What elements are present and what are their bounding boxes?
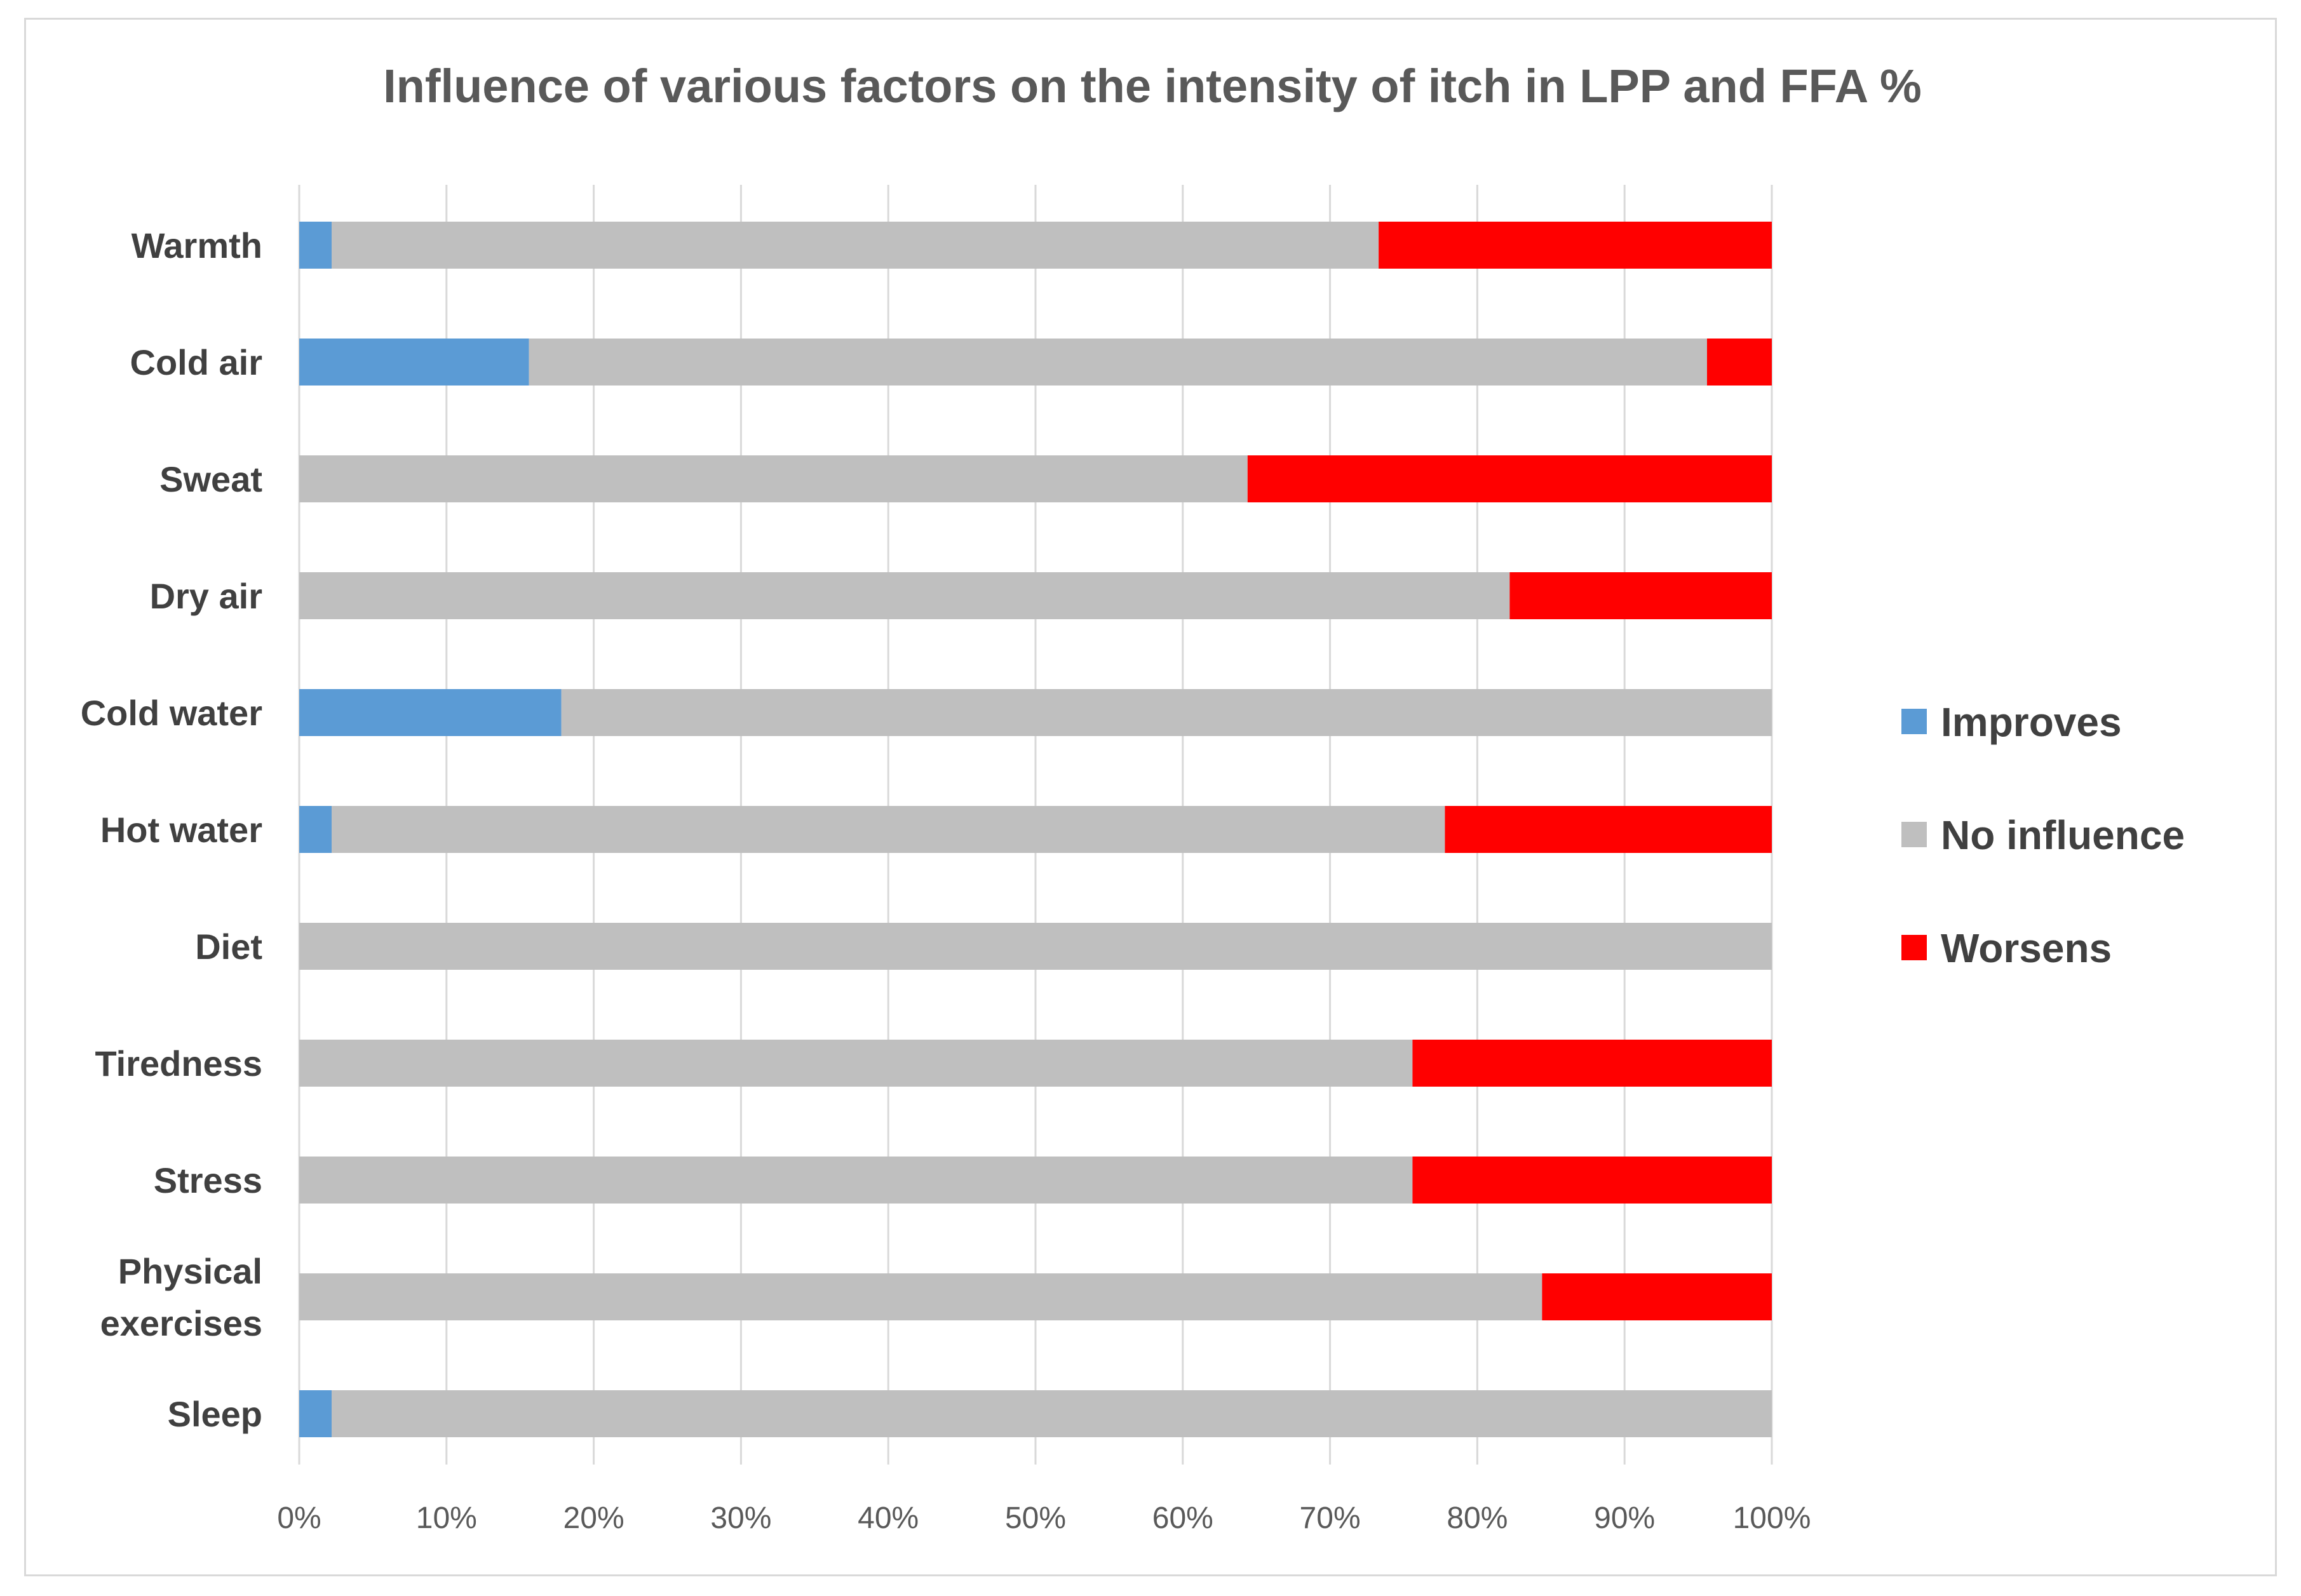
x-tick-label: 40% xyxy=(858,1501,919,1535)
category-label: Dry air xyxy=(150,576,262,616)
legend-label: No influence xyxy=(1941,812,2185,858)
x-tick-label: 30% xyxy=(710,1501,771,1535)
legend-swatch xyxy=(1901,709,1927,734)
legend-swatch xyxy=(1901,822,1927,847)
bar-no-influence xyxy=(331,806,1445,853)
bar-worsens xyxy=(1707,339,1772,386)
legend-label: Improves xyxy=(1941,699,2122,745)
bar-improves xyxy=(299,1390,332,1437)
bar-improves xyxy=(299,222,332,269)
bar-no-influence xyxy=(299,1157,1413,1204)
bar-no-influence xyxy=(529,339,1708,386)
bar-no-influence xyxy=(299,923,1772,970)
category-label: Stress xyxy=(154,1160,262,1200)
bar-no-influence xyxy=(299,1273,1542,1320)
bars xyxy=(299,222,1772,1437)
x-axis-ticks: 0% 10% 20% 30% 40% 50% 60% 70% 80% 90% 100% xyxy=(277,1501,1811,1535)
category-label: Sweat xyxy=(159,459,262,499)
chart-frame: Influence of various factors on the inte… xyxy=(24,18,2277,1576)
x-tick-label: 10% xyxy=(416,1501,477,1535)
category-label: Diet xyxy=(195,927,262,967)
bar-no-influence xyxy=(299,1040,1413,1087)
category-label: Sleep xyxy=(168,1394,262,1434)
bar-improves xyxy=(299,339,529,386)
legend: Improves No influence Worsens xyxy=(1901,699,2185,971)
bar-no-influence xyxy=(331,222,1379,269)
x-tick-label: 20% xyxy=(563,1501,624,1535)
x-tick-label: 50% xyxy=(1005,1501,1066,1535)
legend-swatch xyxy=(1901,935,1927,960)
chart-title: Influence of various factors on the inte… xyxy=(383,60,1922,112)
category-label: Physical xyxy=(118,1251,262,1291)
category-label: Hot water xyxy=(100,810,262,850)
bar-worsens xyxy=(1509,572,1772,619)
category-label: Cold water xyxy=(81,693,262,733)
category-label: Warmth xyxy=(132,225,262,265)
bar-worsens xyxy=(1445,806,1772,853)
bar-worsens xyxy=(1379,222,1772,269)
bar-worsens xyxy=(1247,455,1772,502)
bar-improves xyxy=(299,806,332,853)
chart-svg: Influence of various factors on the inte… xyxy=(81,60,2185,1535)
category-labels: Warmth Cold air Sweat Dry air Cold water Hot … xyxy=(81,225,262,1434)
x-tick-label: 60% xyxy=(1152,1501,1213,1535)
x-tick-label: 90% xyxy=(1594,1501,1655,1535)
category-label: exercises xyxy=(100,1303,262,1343)
bar-no-influence xyxy=(299,572,1510,619)
x-tick-label: 100% xyxy=(1733,1501,1811,1535)
bar-worsens xyxy=(1542,1273,1772,1320)
legend-label: Worsens xyxy=(1941,925,2112,971)
category-label: Tiredness xyxy=(95,1043,262,1083)
x-tick-label: 80% xyxy=(1447,1501,1508,1535)
bar-worsens xyxy=(1412,1157,1772,1204)
category-label: Cold air xyxy=(130,342,262,382)
x-tick-label: 70% xyxy=(1300,1501,1361,1535)
bar-no-influence xyxy=(331,1390,1772,1437)
bar-worsens xyxy=(1412,1040,1772,1087)
bar-no-influence xyxy=(299,455,1248,502)
bar-no-influence xyxy=(561,689,1772,736)
x-tick-label: 0% xyxy=(277,1501,321,1535)
bar-improves xyxy=(299,689,562,736)
